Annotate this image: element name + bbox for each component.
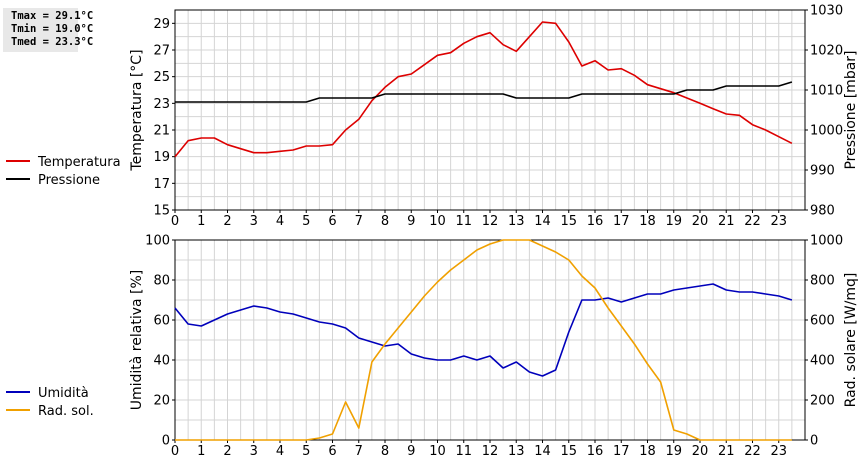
y-tick-label: 17 [153, 177, 170, 192]
legend-label-radsol: Rad. sol. [38, 404, 94, 419]
y2-tick-label: 1030 [810, 4, 843, 19]
y-tick-label: 0 [162, 434, 170, 449]
x-tick-label: 0 [171, 444, 179, 459]
x-tick-label: 15 [560, 214, 577, 229]
y-tick-label: 27 [153, 44, 170, 59]
x-tick-label: 0 [171, 214, 179, 229]
x-tick-label: 22 [744, 444, 761, 459]
x-tick-label: 14 [534, 214, 551, 229]
y-axis-title: Umidità relativa [%] [129, 270, 145, 411]
x-tick-label: 4 [276, 444, 284, 459]
x-tick-label: 3 [250, 214, 258, 229]
y-tick-label: 21 [153, 124, 170, 139]
x-tick-label: 17 [613, 444, 630, 459]
x-tick-label: 23 [770, 214, 787, 229]
x-tick-label: 8 [381, 444, 389, 459]
y2-tick-label: 1010 [810, 84, 843, 99]
x-tick-label: 7 [355, 214, 363, 229]
x-tick-label: 22 [744, 214, 761, 229]
y2-tick-label: 400 [810, 354, 835, 369]
x-tick-label: 11 [455, 214, 472, 229]
x-tick-label: 10 [429, 214, 446, 229]
series-line-pressione [175, 81, 793, 103]
y-tick-label: 60 [153, 314, 170, 329]
y-axis-title: Temperatura [°C] [129, 49, 145, 171]
x-tick-label: 15 [560, 444, 577, 459]
legend-bottom: Umidità Rad. sol. [6, 386, 94, 419]
series-line-rad-sol [175, 239, 792, 441]
legend-label-temperatura: Temperatura [37, 155, 121, 170]
y2-tick-label: 1000 [810, 124, 843, 139]
x-tick-label: 18 [639, 444, 656, 459]
x-tick-label: 16 [587, 214, 604, 229]
y2-tick-label: 0 [810, 434, 818, 449]
y2-tick-label: 800 [810, 274, 835, 289]
x-tick-label: 16 [587, 444, 604, 459]
x-tick-label: 21 [718, 444, 735, 459]
y2-tick-label: 980 [810, 204, 835, 219]
y-tick-label: 20 [153, 394, 170, 409]
x-tick-label: 19 [665, 214, 682, 229]
y-tick-label: 40 [153, 354, 170, 369]
x-tick-label: 5 [302, 444, 310, 459]
x-tick-label: 13 [508, 444, 525, 459]
y2-axis-title: Rad. solare [W/mq] [843, 273, 859, 408]
x-tick-label: 19 [665, 444, 682, 459]
y2-tick-label: 990 [810, 164, 835, 179]
x-tick-label: 9 [407, 214, 415, 229]
x-tick-label: 4 [276, 214, 284, 229]
y2-axis-title: Pressione [mbar] [843, 50, 859, 169]
x-tick-label: 20 [692, 214, 709, 229]
x-tick-label: 5 [302, 214, 310, 229]
y-tick-label: 23 [153, 97, 170, 112]
x-tick-label: 9 [407, 444, 415, 459]
y2-tick-label: 1020 [810, 44, 843, 59]
x-tick-label: 6 [328, 444, 336, 459]
x-tick-label: 20 [692, 444, 709, 459]
x-tick-label: 23 [770, 444, 787, 459]
y-tick-label: 15 [153, 204, 170, 219]
x-tick-label: 1 [197, 214, 205, 229]
x-tick-label: 8 [381, 214, 389, 229]
y-tick-label: 25 [153, 70, 170, 85]
x-tick-label: 1 [197, 444, 205, 459]
legend-label-pressione: Pressione [38, 173, 100, 188]
x-tick-label: 2 [223, 444, 231, 459]
series-line-umidit [174, 283, 793, 377]
x-tick-label: 6 [328, 214, 336, 229]
panel-1: 0 1 2 3 4 5 6 7 8 9 10 11 12 13 14 15 16 17 18 19 20 21 22 2302… [129, 234, 859, 460]
y-tick-label: 80 [153, 274, 170, 289]
panel-0: 0 1 2 3 4 5 6 7 8 9 10 11 12 13 14 15 16 17 18 19 20 21 22 2315… [129, 4, 859, 230]
x-tick-label: 12 [482, 444, 499, 459]
y2-tick-label: 600 [810, 314, 835, 329]
x-tick-label: 13 [508, 214, 525, 229]
x-tick-label: 18 [639, 214, 656, 229]
y-tick-label: 29 [153, 17, 170, 32]
x-tick-label: 21 [718, 214, 735, 229]
x-tick-label: 14 [534, 444, 551, 459]
x-tick-label: 7 [355, 444, 363, 459]
x-tick-label: 3 [250, 444, 258, 459]
x-tick-label: 2 [223, 214, 231, 229]
legend-label-umidita: Umidità [38, 386, 89, 401]
series-line-temperatura [174, 21, 793, 158]
y-tick-label: 100 [145, 234, 170, 249]
y2-tick-label: 1000 [810, 234, 843, 249]
y-tick-label: 19 [153, 150, 170, 165]
y2-tick-label: 200 [810, 394, 835, 409]
legend-top: Temperatura Pressione [6, 155, 121, 188]
x-tick-label: 10 [429, 444, 446, 459]
x-tick-label: 17 [613, 214, 630, 229]
x-tick-label: 11 [455, 444, 472, 459]
x-tick-label: 12 [482, 214, 499, 229]
